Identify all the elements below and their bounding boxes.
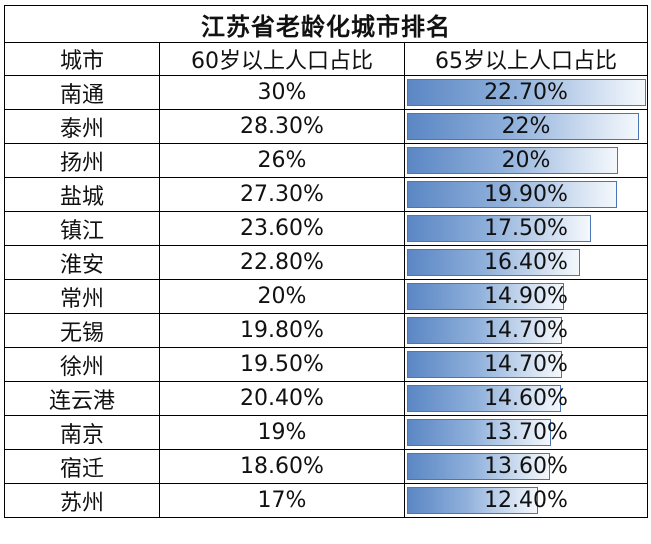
pct-65-value: 14.90%: [484, 284, 568, 309]
table-row: 徐州 19.50% 14.70%: [4, 347, 649, 382]
data-bar: [407, 215, 591, 242]
data-bar: [407, 283, 564, 310]
pct-65-value: 20%: [501, 148, 551, 173]
pct-60-cell[interactable]: 19%: [159, 415, 405, 450]
pct-60-cell[interactable]: 28.30%: [159, 109, 405, 144]
header-city[interactable]: 城市: [4, 42, 160, 76]
pct-65-cell[interactable]: 14.60%: [403, 381, 649, 416]
table-row: 扬州 26% 20%: [4, 143, 649, 178]
table-row: 淮安 22.80% 16.40%: [4, 245, 649, 280]
city-cell[interactable]: 扬州: [4, 143, 160, 178]
data-bar: [407, 385, 561, 412]
city-cell[interactable]: 南京: [4, 415, 160, 450]
data-bar: [407, 147, 618, 174]
city-cell[interactable]: 苏州: [4, 483, 160, 518]
pct-60-cell[interactable]: 22.80%: [159, 245, 405, 280]
data-bar: [407, 351, 562, 378]
city-cell[interactable]: 连云港: [4, 381, 160, 416]
pct-60-cell[interactable]: 20%: [159, 279, 405, 314]
table-row: 常州 20% 14.90%: [4, 279, 649, 314]
pct-65-cell[interactable]: 13.70%: [403, 415, 649, 450]
header-row: 城市 60岁以上人口占比 65岁以上人口占比: [4, 42, 649, 76]
table-row: 镇江 23.60% 17.50%: [4, 211, 649, 246]
table-row: 南通 30% 22.70%: [4, 75, 649, 110]
city-cell[interactable]: 常州: [4, 279, 160, 314]
table-row: 连云港 20.40% 14.60%: [4, 381, 649, 416]
city-cell[interactable]: 泰州: [4, 109, 160, 144]
spreadsheet-table: 江苏省老龄化城市排名 城市 60岁以上人口占比 65岁以上人口占比 南通 30% 2…: [3, 5, 649, 538]
data-bar: [407, 249, 580, 276]
pct-65-value: 16.40%: [484, 250, 568, 275]
pct-65-cell[interactable]: 22.70%: [403, 75, 649, 110]
header-65-plus[interactable]: 65岁以上人口占比: [403, 42, 649, 76]
pct-65-cell[interactable]: 20%: [403, 143, 649, 178]
pct-65-cell[interactable]: 14.90%: [403, 279, 649, 314]
table-row: 盐城 27.30% 19.90%: [4, 177, 649, 212]
city-cell[interactable]: 盐城: [4, 177, 160, 212]
header-60-plus[interactable]: 60岁以上人口占比: [159, 42, 405, 76]
pct-65-cell[interactable]: 16.40%: [403, 245, 649, 280]
pct-65-cell[interactable]: 14.70%: [403, 347, 649, 382]
data-bar: [407, 317, 562, 344]
pct-65-cell[interactable]: 19.90%: [403, 177, 649, 212]
pct-65-value: 14.70%: [484, 318, 568, 343]
pct-65-cell[interactable]: 22%: [403, 109, 649, 144]
table-row: 苏州 17% 12.40%: [4, 483, 649, 518]
pct-65-value: 13.60%: [484, 454, 568, 479]
city-cell[interactable]: 宿迁: [4, 449, 160, 484]
pct-65-value: 13.70%: [484, 420, 568, 445]
city-cell[interactable]: 淮安: [4, 245, 160, 280]
data-bar: [407, 453, 550, 480]
data-bar: [407, 181, 617, 208]
data-bar: [407, 487, 538, 514]
city-cell[interactable]: 徐州: [4, 347, 160, 382]
city-cell[interactable]: 无锡: [4, 313, 160, 348]
pct-60-cell[interactable]: 19.50%: [159, 347, 405, 382]
title-row: 江苏省老龄化城市排名: [3, 5, 649, 43]
data-bar: [407, 79, 646, 106]
pct-60-cell[interactable]: 30%: [159, 75, 405, 110]
pct-65-cell[interactable]: 17.50%: [403, 211, 649, 246]
data-bar: [407, 113, 639, 140]
pct-65-value: 22%: [501, 114, 551, 139]
pct-65-cell[interactable]: 13.60%: [403, 449, 649, 484]
city-cell[interactable]: 镇江: [4, 211, 160, 246]
pct-65-value: 19.90%: [484, 182, 568, 207]
pct-60-cell[interactable]: 27.30%: [159, 177, 405, 212]
data-bar: [407, 419, 551, 446]
pct-60-cell[interactable]: 20.40%: [159, 381, 405, 416]
pct-60-cell[interactable]: 26%: [159, 143, 405, 178]
table-row: 南京 19% 13.70%: [4, 415, 649, 450]
city-cell[interactable]: 南通: [4, 75, 160, 110]
table-row: 宿迁 18.60% 13.60%: [4, 449, 649, 484]
pct-65-cell[interactable]: 14.70%: [403, 313, 649, 348]
pct-65-value: 12.40%: [484, 488, 568, 513]
pct-65-value: 14.70%: [484, 352, 568, 377]
pct-65-value: 22.70%: [484, 80, 568, 105]
pct-65-value: 14.60%: [484, 386, 568, 411]
pct-60-cell[interactable]: 18.60%: [159, 449, 405, 484]
pct-60-cell[interactable]: 17%: [159, 483, 405, 518]
ranking-table: 江苏省老龄化城市排名 城市 60岁以上人口占比 65岁以上人口占比 南通 30% 2…: [3, 5, 649, 518]
pct-60-cell[interactable]: 19.80%: [159, 313, 405, 348]
table-row: 泰州 28.30% 22%: [4, 109, 649, 144]
pct-65-cell[interactable]: 12.40%: [403, 483, 649, 518]
pct-65-value: 17.50%: [484, 216, 568, 241]
table-row: 无锡 19.80% 14.70%: [4, 313, 649, 348]
pct-60-cell[interactable]: 23.60%: [159, 211, 405, 246]
table-title[interactable]: 江苏省老龄化城市排名: [3, 5, 649, 43]
